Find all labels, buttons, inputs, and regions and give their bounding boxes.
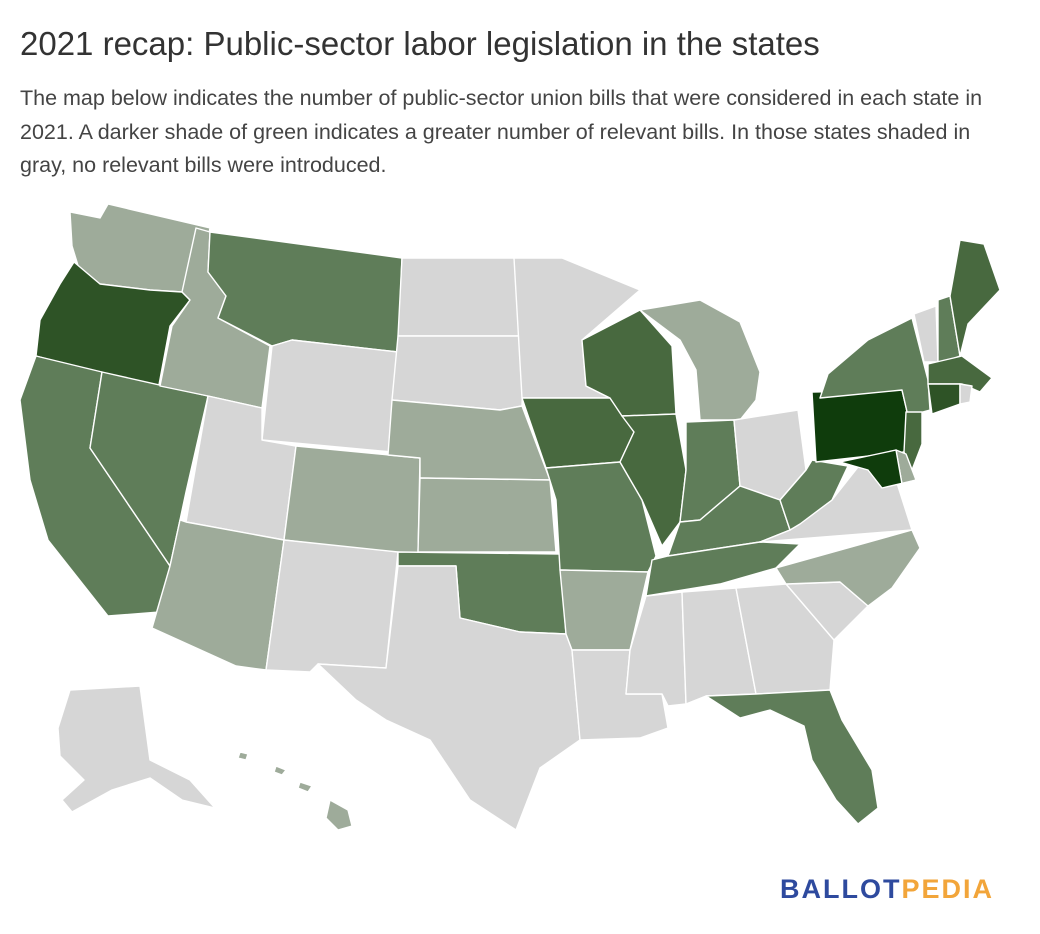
state-ME[interactable] (949, 239, 1001, 357)
state-NM[interactable] (265, 539, 399, 673)
map-title: 2021 recap: Public-sector labor legislat… (20, 25, 820, 62)
state-KS[interactable] (417, 477, 557, 553)
state-WV[interactable] (779, 459, 849, 531)
state-NC[interactable] (775, 529, 921, 607)
logo-part-pedia: PEDIA (901, 874, 995, 904)
state-NJ[interactable] (903, 411, 923, 471)
state-WY[interactable] (261, 339, 399, 453)
state-MI[interactable] (639, 299, 761, 421)
state-OR[interactable] (35, 261, 191, 391)
state-AK[interactable] (57, 685, 216, 813)
state-FL[interactable] (705, 689, 879, 825)
state-CT[interactable] (927, 383, 961, 415)
state-ND[interactable] (397, 257, 525, 337)
state-HI[interactable] (237, 751, 353, 831)
state-NY[interactable] (819, 317, 931, 417)
state-TX[interactable] (317, 565, 581, 831)
state-RI[interactable] (959, 383, 973, 405)
state-SD[interactable] (391, 335, 525, 411)
state-IL[interactable] (619, 413, 687, 547)
state-CO[interactable] (283, 445, 421, 557)
map-subtitle: The map below indicates the number of pu… (20, 86, 983, 177)
state-MD[interactable] (839, 449, 917, 489)
us-state-map (19, 203, 1001, 831)
ballotpedia-logo: BALLOTPEDIA (780, 872, 1020, 906)
logo-part-ballot: BALLOT (780, 874, 902, 904)
